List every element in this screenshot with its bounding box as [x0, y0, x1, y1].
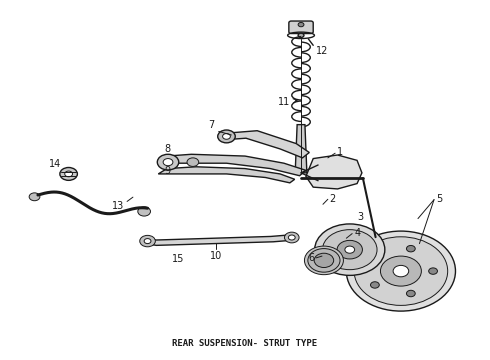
Circle shape [60, 167, 77, 180]
Circle shape [337, 240, 363, 259]
Circle shape [29, 193, 40, 201]
Circle shape [288, 235, 295, 240]
Circle shape [370, 282, 379, 288]
Circle shape [163, 158, 173, 166]
Text: 14: 14 [49, 159, 61, 169]
Circle shape [138, 207, 150, 216]
Text: 7: 7 [209, 120, 215, 130]
Circle shape [370, 254, 379, 260]
Circle shape [315, 224, 385, 275]
Circle shape [65, 171, 73, 177]
Polygon shape [158, 154, 306, 176]
Circle shape [380, 256, 421, 286]
Text: 9: 9 [165, 166, 171, 176]
Polygon shape [295, 125, 307, 173]
Text: 11: 11 [277, 97, 297, 107]
Text: 15: 15 [172, 254, 184, 264]
Circle shape [346, 231, 456, 311]
Circle shape [407, 290, 415, 297]
Polygon shape [221, 131, 309, 158]
Polygon shape [306, 155, 362, 189]
Text: 10: 10 [210, 251, 222, 261]
Circle shape [144, 239, 151, 244]
Polygon shape [145, 235, 295, 246]
Circle shape [157, 154, 179, 170]
Circle shape [298, 33, 304, 37]
Circle shape [218, 130, 235, 143]
Text: 3: 3 [357, 212, 363, 222]
Circle shape [314, 253, 334, 267]
Text: 2: 2 [329, 194, 335, 203]
Circle shape [429, 268, 438, 274]
Circle shape [322, 230, 377, 270]
Circle shape [285, 232, 299, 243]
Circle shape [304, 246, 343, 275]
Text: 1: 1 [337, 147, 343, 157]
FancyBboxPatch shape [289, 21, 313, 33]
Text: 13: 13 [112, 202, 124, 211]
Circle shape [407, 246, 415, 252]
Text: 8: 8 [165, 144, 171, 154]
Text: 12: 12 [316, 46, 328, 56]
Text: 6: 6 [309, 253, 315, 263]
Text: 5: 5 [436, 194, 442, 204]
Circle shape [393, 265, 409, 277]
Polygon shape [158, 167, 294, 183]
Circle shape [140, 235, 155, 247]
Circle shape [345, 246, 355, 253]
Text: 4: 4 [354, 228, 360, 238]
Circle shape [308, 249, 340, 272]
Circle shape [222, 134, 230, 139]
Text: REAR SUSPENSION- STRUT TYPE: REAR SUSPENSION- STRUT TYPE [172, 339, 318, 348]
Circle shape [298, 22, 304, 27]
Circle shape [354, 237, 448, 305]
Circle shape [187, 158, 199, 166]
